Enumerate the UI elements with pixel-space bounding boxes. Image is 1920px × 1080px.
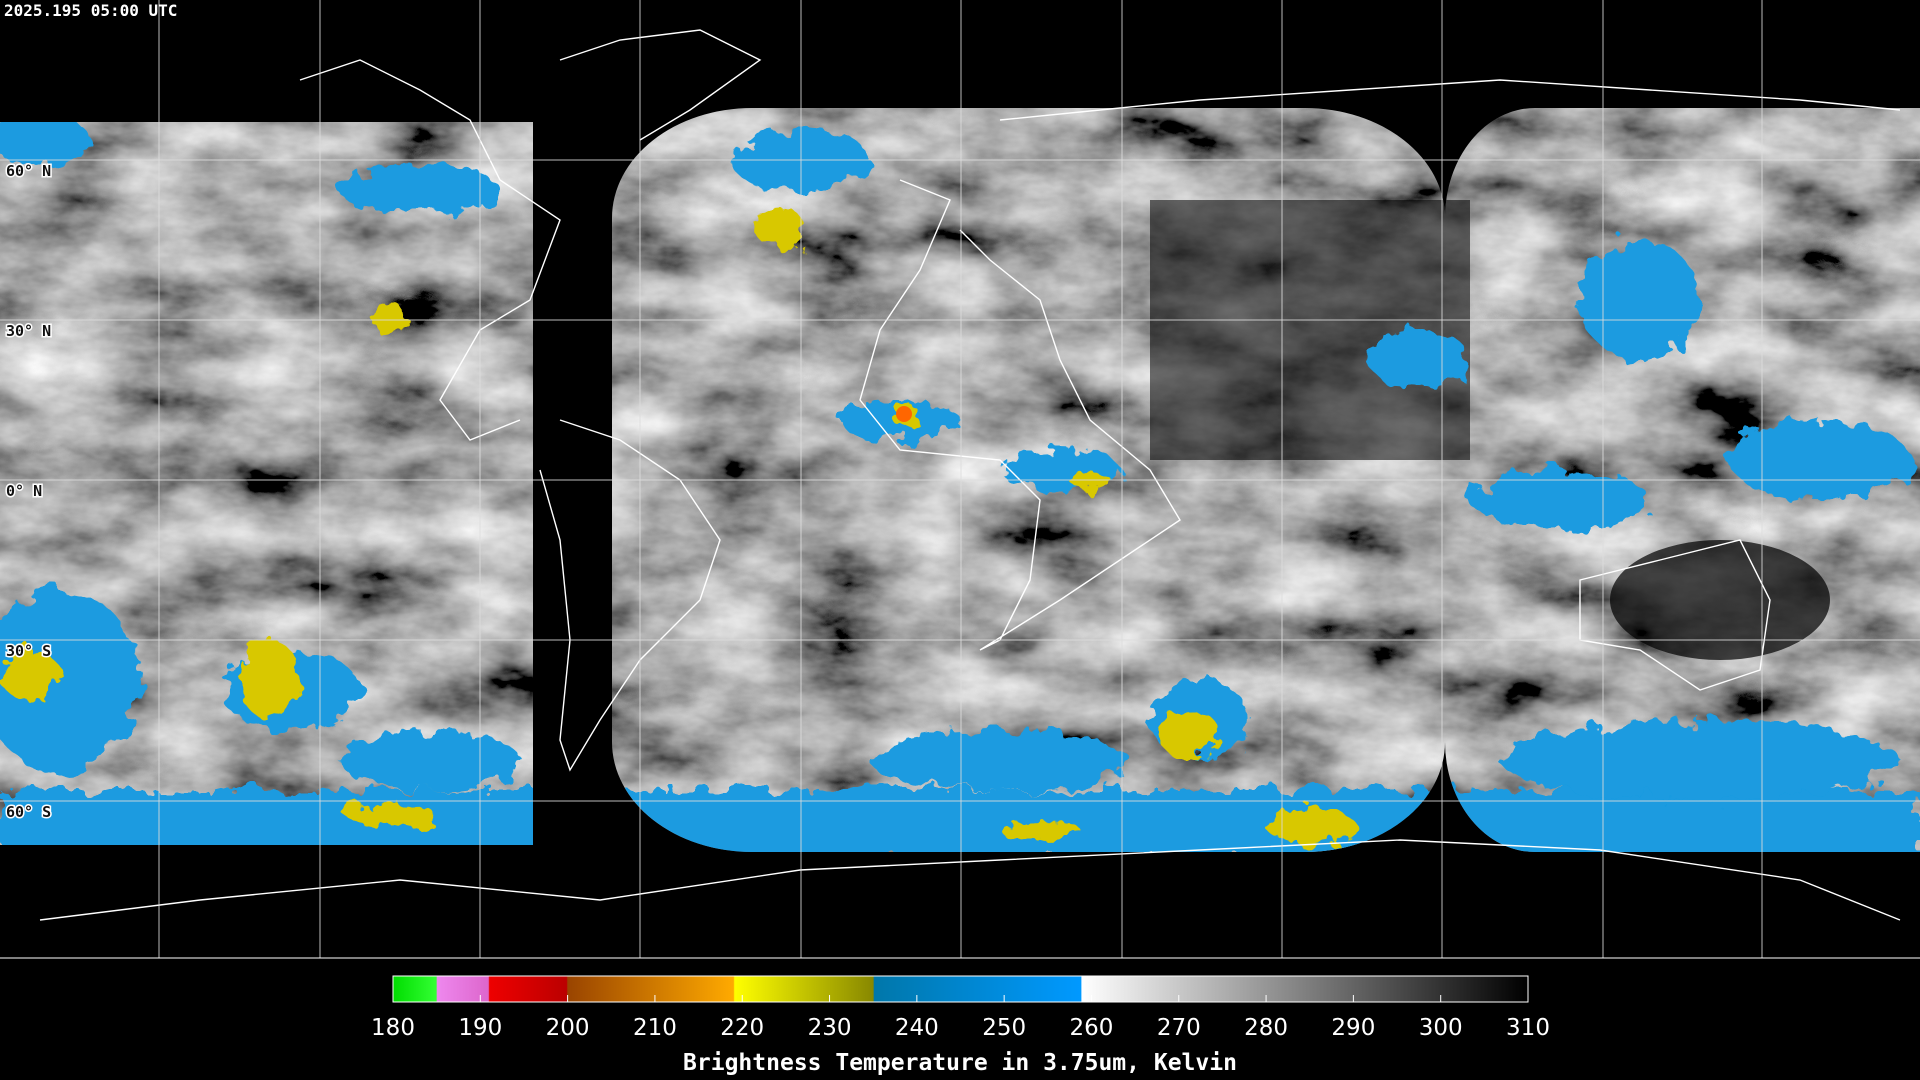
- colorbar-tick-label: 260: [1070, 1015, 1114, 1041]
- colorbar-tick-label: 300: [1419, 1015, 1463, 1041]
- latitude-label: 60° S: [6, 803, 51, 821]
- colorbar-tick-label: 200: [546, 1015, 590, 1041]
- colorbar-title: Brightness Temperature in 3.75um, Kelvin: [683, 1050, 1237, 1076]
- latitude-label: 30° N: [6, 322, 51, 340]
- colorbar-tick-label: 220: [720, 1015, 764, 1041]
- latitude-label: 60° N: [6, 162, 51, 180]
- timestamp: 2025.195 05:00 UTC: [4, 1, 177, 20]
- colorbar-tick-label: 290: [1331, 1015, 1375, 1041]
- colorbar-tick-label: 230: [808, 1015, 852, 1041]
- colorbar: [392, 975, 1529, 1003]
- colorbar-tick-label: 240: [895, 1015, 939, 1041]
- colorbar-tick-label: 210: [633, 1015, 677, 1041]
- latitude-label: 30° S: [6, 642, 51, 660]
- colorbar-tick-label: 250: [982, 1015, 1026, 1041]
- colorbar-tick-label: 190: [458, 1015, 502, 1041]
- colorbar-tick-label: 310: [1506, 1015, 1550, 1041]
- latitude-label: 0° N: [6, 482, 42, 500]
- graticule: [0, 0, 1920, 959]
- colorbar-tick-label: 180: [371, 1015, 415, 1041]
- latitude-labels: 60° N 30° N 0° N 30° S 60° S: [5, 161, 53, 823]
- colorbar-tick-label: 270: [1157, 1015, 1201, 1041]
- colorbar-tick-label: 280: [1244, 1015, 1288, 1041]
- colorbar-ticks: 180 190 200 210 220 230 240 250 260 270 280 290 300 3…: [371, 995, 1550, 1041]
